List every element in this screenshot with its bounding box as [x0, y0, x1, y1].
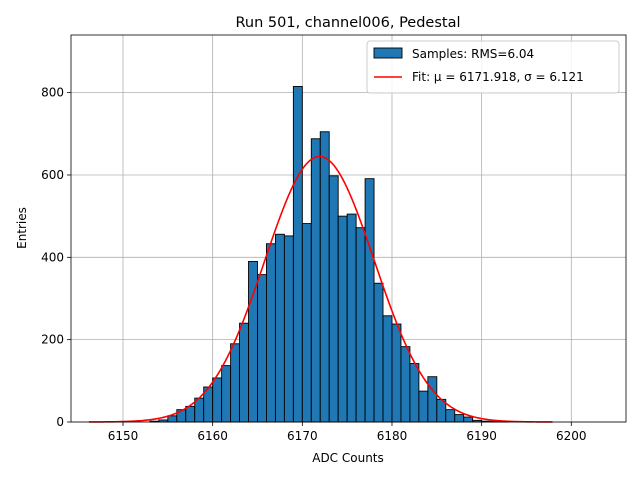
histogram-bar [400, 346, 411, 423]
histogram-bar [409, 363, 420, 423]
x-tick-label: 6180 [377, 429, 408, 443]
y-tick-label: 200 [41, 333, 64, 347]
x-tick-label: 6170 [287, 429, 318, 443]
histogram-bar [454, 414, 465, 423]
y-tick-label: 400 [41, 250, 64, 264]
y-axis-label: Entries [15, 207, 29, 249]
histogram-bar [310, 138, 321, 423]
histogram-bar [319, 131, 330, 423]
y-tick-label: 600 [41, 168, 64, 182]
legend-histogram-label: Samples: RMS=6.04 [412, 47, 534, 61]
histogram-bar [239, 322, 249, 423]
y-tick-label: 0 [56, 415, 64, 429]
legend-box [366, 40, 620, 94]
histogram-bar [221, 365, 232, 423]
histogram-bar [283, 235, 294, 423]
x-axis-label: ADC Counts [312, 451, 384, 465]
x-tick-label: 6160 [197, 429, 228, 443]
histogram-bar [274, 233, 285, 423]
gaussian-fit-line [88, 155, 553, 423]
histogram-bar [292, 86, 303, 423]
histogram-bar [355, 227, 366, 423]
legend-fit-label: Fit: μ = 6171.918, σ = 6.121 [412, 70, 584, 84]
histogram-bar [337, 215, 348, 423]
y-axis-ticks: 0 200 400 600 800 [41, 86, 71, 429]
chart-title: Run 501, channel006, Pedestal [235, 15, 460, 31]
histogram-bar [266, 243, 276, 423]
histogram-bar [346, 213, 357, 423]
histogram-bar [463, 416, 474, 423]
x-axis-ticks: 6150 6160 6170 6180 6190 6200 [108, 422, 587, 443]
histogram-bar [418, 390, 429, 423]
histogram-bar [185, 405, 196, 423]
y-tick-label: 800 [41, 86, 64, 100]
histogram-bar [445, 409, 456, 423]
legend-histogram-swatch [373, 47, 403, 59]
histogram-bar [382, 315, 393, 423]
x-tick-label: 6150 [108, 429, 139, 443]
histogram-bar [257, 274, 267, 423]
histogram-bar [212, 377, 223, 423]
x-tick-label: 6190 [466, 429, 497, 443]
histogram-bar [230, 343, 241, 423]
legend: Samples: RMS=6.04 Fit: μ = 6171.918, σ =… [366, 40, 620, 94]
histogram-bar [301, 223, 312, 423]
x-tick-label: 6200 [556, 429, 587, 443]
histogram-bar [373, 282, 384, 423]
fit-curve-layer [88, 155, 553, 423]
histogram-bar [167, 415, 178, 423]
histogram-bar [364, 178, 375, 423]
plot-frame [70, 34, 627, 423]
histogram-bar [328, 175, 339, 423]
histogram-bar [391, 323, 402, 423]
histogram-bar [427, 376, 438, 423]
